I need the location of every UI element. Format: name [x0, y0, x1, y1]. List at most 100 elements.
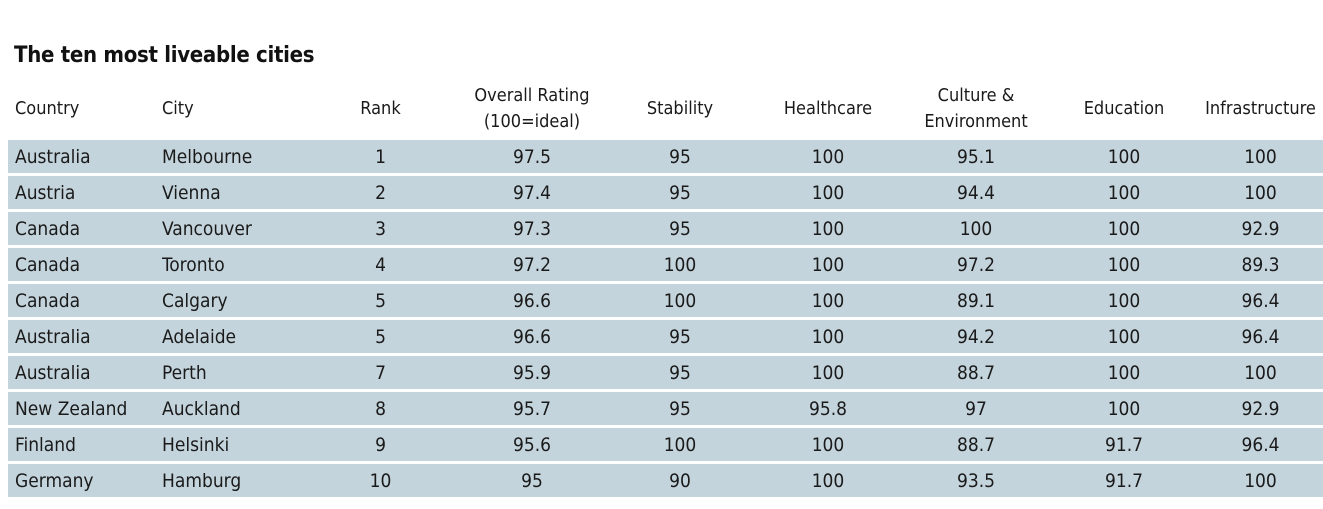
- cell-stability: 100: [606, 284, 754, 320]
- column-header-infrastructure: Infrastructure: [1198, 78, 1323, 140]
- table-row: Canada Vancouver 3 97.3 95 100 100 100 92.9: [8, 212, 1323, 248]
- cell-stability: 90: [606, 464, 754, 497]
- cell-infrastructure: 100: [1198, 356, 1323, 392]
- column-header-overall: Overall Rating (100=ideal): [458, 78, 606, 140]
- cell-rank: 5: [303, 320, 458, 356]
- cell-country: Canada: [8, 284, 155, 320]
- cell-city: Melbourne: [155, 140, 303, 176]
- cell-infrastructure: 96.4: [1198, 428, 1323, 464]
- cell-culture: 100: [902, 212, 1050, 248]
- cell-culture: 97.2: [902, 248, 1050, 284]
- cell-healthcare: 100: [754, 212, 902, 248]
- cell-city: Perth: [155, 356, 303, 392]
- cell-education: 100: [1050, 392, 1198, 428]
- cell-infrastructure: 100: [1198, 140, 1323, 176]
- column-header-country: Country: [8, 78, 155, 140]
- column-header-label: City: [162, 98, 194, 119]
- cell-overall: 96.6: [458, 320, 606, 356]
- cell-stability: 95: [606, 176, 754, 212]
- column-header-city: City: [155, 78, 303, 140]
- table-row: Australia Adelaide 5 96.6 95 100 94.2 100 96.4: [8, 320, 1323, 356]
- table-title: The ten most liveable cities: [14, 43, 315, 68]
- column-header-label: Overall Rating: [474, 85, 590, 106]
- cell-overall: 97.4: [458, 176, 606, 212]
- cell-overall: 95.9: [458, 356, 606, 392]
- cell-education: 100: [1050, 284, 1198, 320]
- cell-city: Adelaide: [155, 320, 303, 356]
- cell-culture: 97: [902, 392, 1050, 428]
- table-row: Canada Toronto 4 97.2 100 100 97.2 100 89.3: [8, 248, 1323, 284]
- cell-healthcare: 100: [754, 320, 902, 356]
- cell-healthcare: 100: [754, 284, 902, 320]
- column-header-label: Infrastructure: [1205, 98, 1316, 119]
- cell-rank: 2: [303, 176, 458, 212]
- cell-culture: 88.7: [902, 356, 1050, 392]
- cell-rank: 1: [303, 140, 458, 176]
- cell-healthcare: 100: [754, 356, 902, 392]
- column-header-label: (100=ideal): [483, 111, 581, 132]
- cell-overall: 95.7: [458, 392, 606, 428]
- cell-healthcare: 95.8: [754, 392, 902, 428]
- cell-infrastructure: 96.4: [1198, 320, 1323, 356]
- cell-healthcare: 100: [754, 176, 902, 212]
- cell-country: Finland: [8, 428, 155, 464]
- column-header-label: Healthcare: [783, 98, 873, 119]
- cell-overall: 97.2: [458, 248, 606, 284]
- cell-culture: 93.5: [902, 464, 1050, 497]
- cell-rank: 5: [303, 284, 458, 320]
- cell-overall: 95.6: [458, 428, 606, 464]
- cell-city: Vienna: [155, 176, 303, 212]
- cell-city: Toronto: [155, 248, 303, 284]
- cell-country: New Zealand: [8, 392, 155, 428]
- cell-healthcare: 100: [754, 248, 902, 284]
- column-header-healthcare: Healthcare: [754, 78, 902, 140]
- cell-rank: 10: [303, 464, 458, 497]
- column-header-label: Education: [1083, 98, 1165, 119]
- cell-city: Helsinki: [155, 428, 303, 464]
- cell-country: Canada: [8, 212, 155, 248]
- column-header-rank: Rank: [303, 78, 458, 140]
- liveable-cities-table: Country City Rank Overall Rating (100=ideal)…: [8, 78, 1323, 497]
- cell-education: 100: [1050, 176, 1198, 212]
- cell-education: 100: [1050, 356, 1198, 392]
- cell-country: Australia: [8, 140, 155, 176]
- cell-healthcare: 100: [754, 464, 902, 497]
- header-row: Country City Rank Overall Rating (100=ideal)…: [8, 78, 1323, 140]
- cell-infrastructure: 92.9: [1198, 392, 1323, 428]
- column-header-label: Stability: [646, 98, 714, 119]
- column-header-culture: Culture & Environment: [902, 78, 1050, 140]
- cell-culture: 95.1: [902, 140, 1050, 176]
- cell-city: Calgary: [155, 284, 303, 320]
- cell-city: Vancouver: [155, 212, 303, 248]
- cell-infrastructure: 100: [1198, 176, 1323, 212]
- cell-education: 100: [1050, 248, 1198, 284]
- column-header-label: Country: [15, 98, 80, 119]
- cell-rank: 8: [303, 392, 458, 428]
- cell-education: 100: [1050, 320, 1198, 356]
- table-row: Canada Calgary 5 96.6 100 100 89.1 100 96.4: [8, 284, 1323, 320]
- table-row: Australia Melbourne 1 97.5 95 100 95.1 100 100: [8, 140, 1323, 176]
- cell-infrastructure: 96.4: [1198, 284, 1323, 320]
- cell-overall: 96.6: [458, 284, 606, 320]
- cell-rank: 3: [303, 212, 458, 248]
- table-row: Germany Hamburg 10 95 90 100 93.5 91.7 100: [8, 464, 1323, 497]
- column-header-education: Education: [1050, 78, 1198, 140]
- cell-stability: 100: [606, 428, 754, 464]
- cell-stability: 95: [606, 356, 754, 392]
- cell-stability: 95: [606, 392, 754, 428]
- cell-rank: 9: [303, 428, 458, 464]
- cell-infrastructure: 92.9: [1198, 212, 1323, 248]
- cell-education: 91.7: [1050, 428, 1198, 464]
- cell-country: Australia: [8, 320, 155, 356]
- cell-education: 100: [1050, 212, 1198, 248]
- cell-education: 91.7: [1050, 464, 1198, 497]
- cell-infrastructure: 89.3: [1198, 248, 1323, 284]
- column-header-label: Rank: [360, 98, 401, 119]
- cell-healthcare: 100: [754, 428, 902, 464]
- cell-stability: 100: [606, 248, 754, 284]
- cell-overall: 95: [458, 464, 606, 497]
- column-header-label: Culture &: [937, 85, 1015, 106]
- column-header-label: Environment: [924, 111, 1028, 132]
- cell-infrastructure: 100: [1198, 464, 1323, 497]
- table-row: New Zealand Auckland 8 95.7 95 95.8 97 100 92.9: [8, 392, 1323, 428]
